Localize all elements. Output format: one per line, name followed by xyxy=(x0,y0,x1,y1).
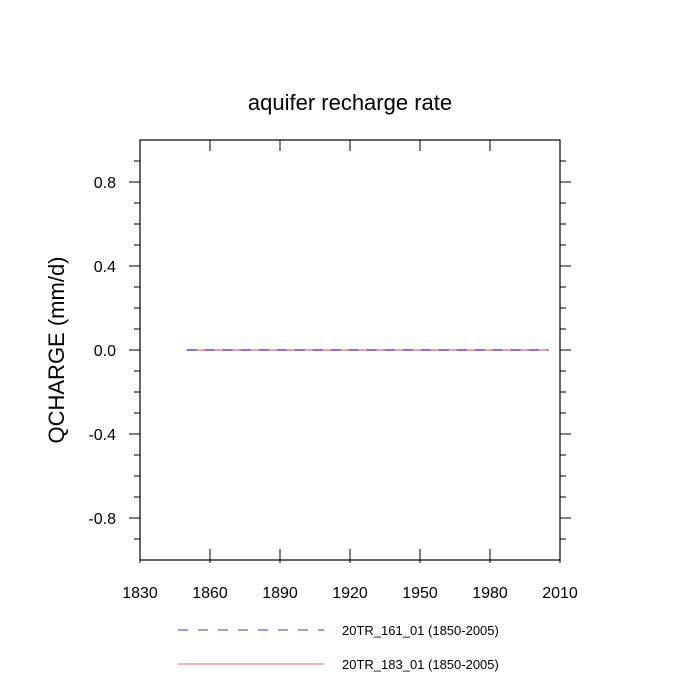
chart-title: aquifer recharge rate xyxy=(248,90,452,115)
x-tick-label: 2010 xyxy=(542,585,578,602)
legend-label-1: 20TR_183_01 (1850-2005) xyxy=(342,657,499,672)
x-tick-label: 1950 xyxy=(402,585,438,602)
legend: 20TR_161_01 (1850-2005) 20TR_183_01 (1850… xyxy=(178,623,499,672)
legend-label-0: 20TR_161_01 (1850-2005) xyxy=(342,623,499,638)
y-tick-label: 0.4 xyxy=(94,259,116,276)
y-tick-label: 0.0 xyxy=(94,343,116,360)
y-tick-label: -0.4 xyxy=(88,427,116,444)
x-tick-label: 1980 xyxy=(472,585,508,602)
x-tick-label: 1920 xyxy=(332,585,368,602)
x-tick-label: 1830 xyxy=(122,585,158,602)
ticks-layer: 1830 1860 1890 1920 1950 1980 2010 -0.8 -0.4 0.0 0… xyxy=(88,140,578,602)
y-axis-label: QCHARGE (mm/d) xyxy=(44,257,69,444)
y-tick-label: 0.8 xyxy=(94,175,116,192)
x-tick-label: 1890 xyxy=(262,585,298,602)
y-tick-label: -0.8 xyxy=(88,511,116,528)
x-tick-label: 1860 xyxy=(192,585,228,602)
